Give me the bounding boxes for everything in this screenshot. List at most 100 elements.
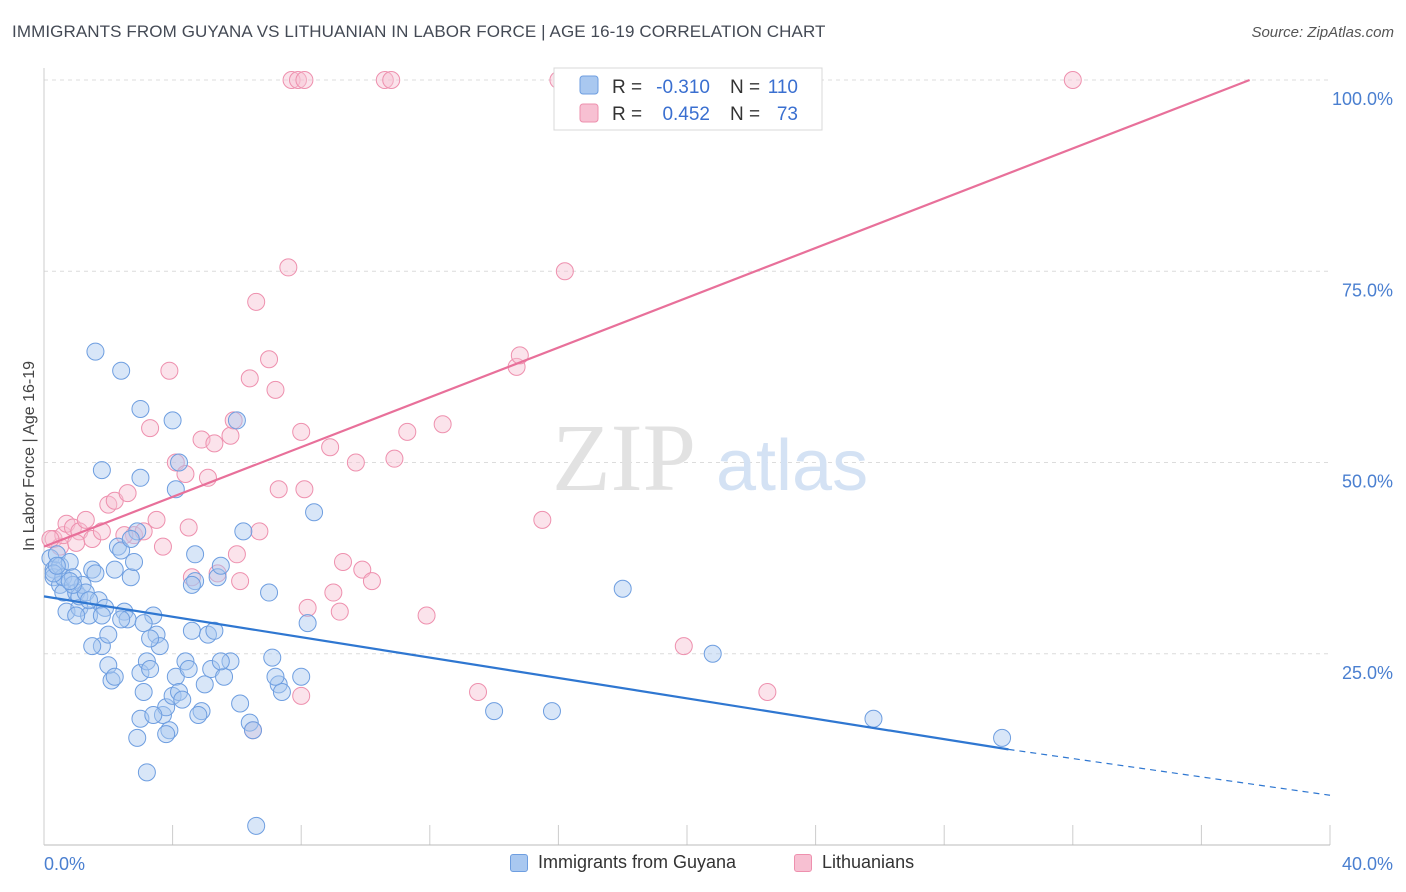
guyana-points xyxy=(41,342,1012,835)
guyana-point xyxy=(92,637,111,656)
lithuanians-trend-line xyxy=(43,78,1251,548)
x-tick-labels: 0.0% 40.0% xyxy=(44,854,1393,874)
guyana-point xyxy=(298,614,317,633)
guyana-point xyxy=(211,556,230,575)
guyana-point xyxy=(266,667,285,686)
guyana-trend-line xyxy=(43,595,1009,751)
lithuanians-point xyxy=(118,484,137,503)
guyana-point xyxy=(485,702,504,721)
guyana-point xyxy=(189,705,208,724)
trend-lines xyxy=(43,78,1331,796)
lithuanians-swatch xyxy=(794,853,812,872)
guyana-point xyxy=(92,606,111,625)
y-tick-labels: 25.0% 50.0% 75.0% 100.0% xyxy=(1332,89,1393,683)
bottom-legend-lithuanians-label: Lithuanians xyxy=(822,852,915,872)
legend-swatch-lithuanians xyxy=(579,103,599,123)
lithuanians-point xyxy=(295,480,314,499)
guyana-point xyxy=(272,683,291,701)
guyana-point xyxy=(80,591,99,610)
legend-n-label-1: N = xyxy=(730,77,760,98)
guyana-point xyxy=(211,652,230,671)
guyana-swatch xyxy=(510,853,528,872)
guyana-point xyxy=(173,690,192,709)
lithuanians-point xyxy=(298,598,317,617)
guyana-trend-extension xyxy=(1008,748,1331,796)
y-tick-label: 75.0% xyxy=(1342,280,1393,300)
lithuanians-point xyxy=(160,361,179,380)
guyana-point xyxy=(208,568,227,587)
guyana-point xyxy=(234,522,253,541)
guyana-point xyxy=(112,361,131,380)
lithuanians-point xyxy=(153,537,172,556)
lithuanians-point xyxy=(282,71,301,89)
lithuanians-point xyxy=(533,510,552,529)
guyana-point xyxy=(86,564,105,583)
guyana-point xyxy=(182,621,201,640)
y-tick-label: 100.0% xyxy=(1332,89,1393,109)
guyana-point xyxy=(292,667,311,686)
guyana-point xyxy=(141,660,160,679)
lithuanians-point xyxy=(433,415,452,434)
legend-r-label-2: R = xyxy=(612,104,642,125)
legend-n-label-2: N = xyxy=(730,104,760,125)
lithuanians-point xyxy=(147,510,166,529)
lithuanians-point xyxy=(510,346,529,365)
lithuanians-point xyxy=(398,422,417,441)
guyana-point xyxy=(163,411,182,430)
lithuanians-point xyxy=(324,583,343,602)
guyana-point xyxy=(195,675,214,694)
legend-r-value-1: -0.310 xyxy=(656,77,710,98)
x-tick-label: 0.0% xyxy=(44,854,85,874)
guyana-point xyxy=(121,568,140,587)
lithuanians-point xyxy=(221,426,240,445)
lithuanians-point xyxy=(321,438,340,457)
bottom-legend-guyana-label: Immigrants from Guyana xyxy=(538,852,737,872)
lithuanians-point xyxy=(179,518,198,537)
lithuanians-point xyxy=(141,419,160,438)
guyana-point xyxy=(993,728,1012,747)
guyana-point xyxy=(47,556,66,575)
guyana-point xyxy=(121,530,140,548)
guyana-point xyxy=(243,721,262,740)
guyana-point xyxy=(105,667,124,686)
lithuanians-point xyxy=(266,380,285,399)
lithuanians-point xyxy=(240,369,259,388)
chart-source: Source: ZipAtlas.com xyxy=(1251,24,1394,41)
guyana-point xyxy=(227,411,246,430)
guyana-point xyxy=(112,610,131,629)
guyana-point xyxy=(137,763,156,782)
guyana-point xyxy=(613,579,632,598)
guyana-point xyxy=(703,644,722,663)
lithuanians-point xyxy=(330,602,349,621)
guyana-point xyxy=(221,652,240,671)
lithuanians-point xyxy=(292,422,311,441)
y-tick-label: 25.0% xyxy=(1342,663,1393,683)
guyana-point xyxy=(260,583,279,602)
watermark: ZIP atlas xyxy=(552,404,868,511)
guyana-point xyxy=(83,637,102,656)
guyana-point xyxy=(182,575,201,594)
guyana-point xyxy=(125,552,144,571)
bottom-legend-lithuanians: Lithuanians xyxy=(794,852,914,873)
lithuanians-point xyxy=(375,71,394,89)
chart-title: IMMIGRANTS FROM GUYANA VS LITHUANIAN IN … xyxy=(12,22,826,41)
legend-r-value-2: 0.452 xyxy=(662,104,710,125)
legend-n-value-2: 73 xyxy=(777,104,798,125)
lithuanians-points xyxy=(41,71,1082,740)
guyana-point xyxy=(144,705,163,724)
guyana-point xyxy=(170,453,189,472)
watermark-zip: ZIP xyxy=(552,404,696,511)
lithuanians-point xyxy=(555,262,574,281)
guyana-point xyxy=(231,694,250,713)
y-tick-label: 50.0% xyxy=(1342,472,1393,492)
guyana-point xyxy=(131,468,150,487)
guyana-point xyxy=(186,545,205,564)
guyana-point xyxy=(263,648,282,667)
bottom-legend-guyana: Immigrants from Guyana xyxy=(510,852,736,873)
lithuanians-point xyxy=(247,292,266,311)
guyana-point xyxy=(112,541,131,560)
guyana-point xyxy=(99,656,118,675)
lithuanians-point xyxy=(176,464,195,483)
guyana-point xyxy=(542,702,561,721)
